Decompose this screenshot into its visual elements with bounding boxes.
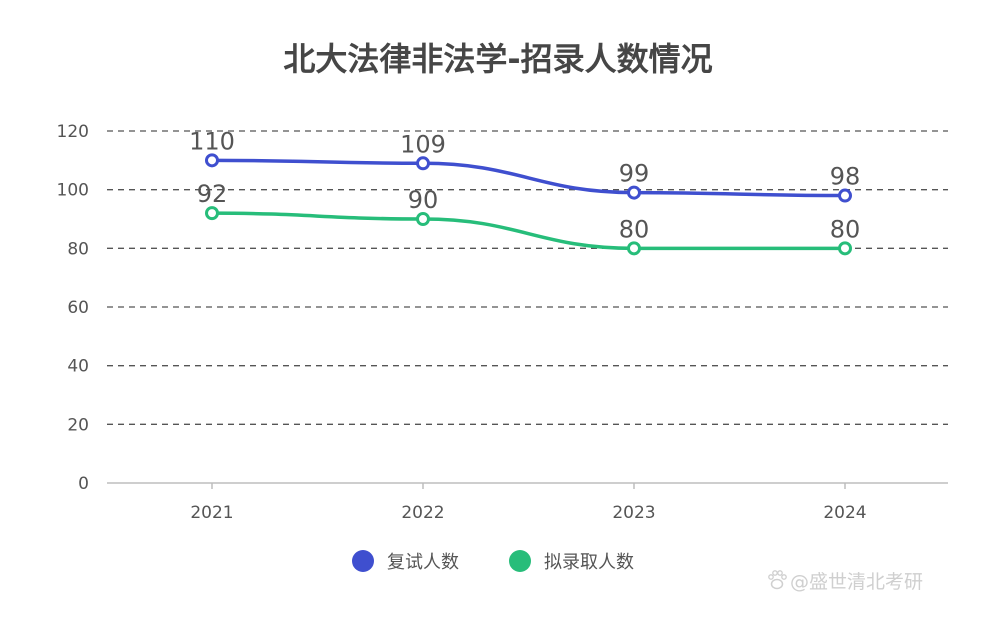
x-tick-label: 2022: [401, 503, 444, 523]
y-tick-label: 20: [67, 415, 89, 435]
data-point[interactable]: [838, 188, 852, 203]
legend-item[interactable]: 拟录取人数: [509, 550, 634, 573]
data-label: 90: [408, 186, 439, 214]
legend[interactable]: 复试人数 拟录取人数: [352, 550, 634, 573]
x-tick-label: 2024: [823, 503, 866, 523]
x-tick-label: 2021: [190, 503, 233, 523]
chart-title: 北大法律非法学-招录人数情况: [283, 40, 712, 78]
watermark: @盛世清北考研: [768, 570, 923, 593]
data-label: 80: [619, 215, 650, 243]
data-point[interactable]: [416, 212, 430, 226]
data-label: 80: [830, 215, 861, 243]
data-point[interactable]: [416, 156, 430, 171]
data-labels: 110 109 99 98 92 90 80 80: [189, 127, 860, 243]
watermark-text: @盛世清北考研: [790, 571, 923, 593]
data-point[interactable]: [205, 206, 219, 221]
y-tick-label: 80: [67, 239, 89, 259]
series-layer: [205, 153, 852, 256]
legend-label: 复试人数: [387, 552, 459, 573]
data-label: 98: [830, 163, 861, 191]
data-label: 99: [619, 160, 650, 188]
y-axis: 0 20 40 60 80 100 120: [57, 122, 89, 494]
data-label: 92: [197, 180, 228, 208]
data-point[interactable]: [627, 241, 641, 256]
y-tick-label: 120: [57, 122, 89, 142]
data-label: 109: [400, 130, 446, 158]
paw-icon: [768, 570, 787, 590]
y-tick-label: 100: [57, 181, 89, 201]
data-point[interactable]: [205, 153, 219, 168]
x-axis: 2021 2022 2023 2024: [107, 482, 948, 523]
data-point[interactable]: [627, 185, 641, 200]
legend-swatch: [509, 550, 531, 572]
data-label: 110: [189, 127, 235, 155]
y-tick-label: 40: [67, 357, 89, 377]
data-point[interactable]: [838, 241, 852, 256]
y-tick-label: 0: [78, 474, 89, 494]
legend-swatch: [352, 550, 374, 572]
grid-layer: [107, 130, 948, 425]
x-tick-label: 2023: [612, 503, 655, 523]
legend-item[interactable]: 复试人数: [352, 550, 459, 573]
legend-label: 拟录取人数: [544, 552, 634, 573]
y-tick-label: 60: [67, 298, 89, 318]
series-line: [211, 211, 845, 251]
series-line: [211, 158, 846, 198]
